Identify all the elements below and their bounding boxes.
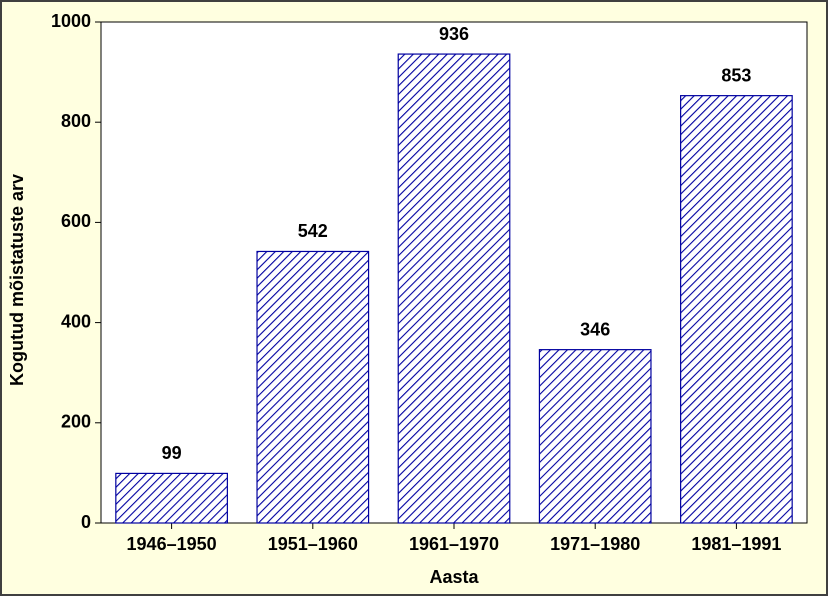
- data-label: 853: [721, 65, 751, 85]
- data-label: 99: [162, 443, 182, 463]
- bar: [115, 472, 228, 524]
- x-tick-label: 1971–1980: [550, 534, 640, 554]
- y-tick-label: 1000: [51, 11, 91, 31]
- data-label: 346: [580, 319, 610, 339]
- y-axis-label: Kogutud mõistatuste arv: [7, 174, 27, 386]
- bar: [538, 349, 652, 524]
- bar: [397, 53, 511, 524]
- data-label: 936: [439, 24, 469, 44]
- x-tick-label: 1961–1970: [409, 534, 499, 554]
- x-tick-label: 1946–1950: [127, 534, 217, 554]
- y-tick-label: 200: [61, 412, 91, 432]
- bar: [256, 250, 370, 524]
- x-tick-label: 1951–1960: [268, 534, 358, 554]
- y-tick-label: 400: [61, 311, 91, 331]
- x-tick-label: 1981–1991: [691, 534, 781, 554]
- data-label: 542: [298, 221, 328, 241]
- y-tick-label: 800: [61, 111, 91, 131]
- y-tick-label: 0: [81, 512, 91, 532]
- x-axis-label: Aasta: [429, 567, 479, 587]
- bar: [680, 95, 793, 524]
- y-tick-label: 600: [61, 211, 91, 231]
